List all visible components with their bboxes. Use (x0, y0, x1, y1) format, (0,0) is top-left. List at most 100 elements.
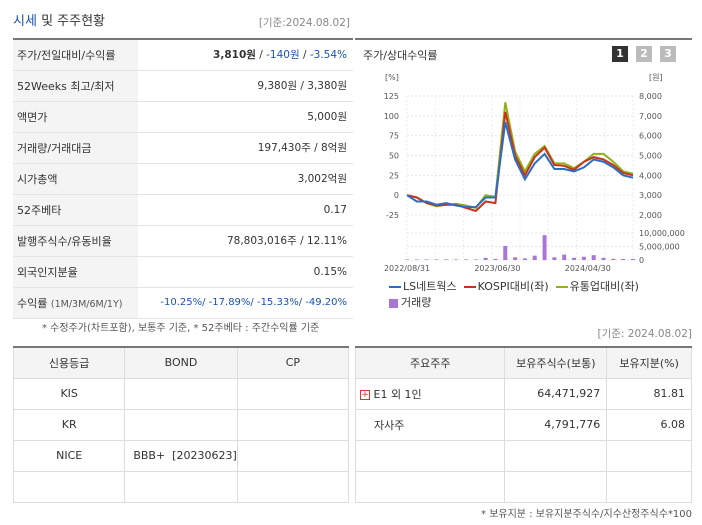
y-left-tick: 125 (384, 92, 399, 101)
row-value: 3,002억원 (138, 163, 353, 195)
chart-svg: [%] [원] 125 8,000 100 7,000 75 6,000 50 5,000 25… (384, 73, 685, 273)
bond-cell (124, 408, 238, 441)
volume-bar (591, 255, 596, 260)
chart-title: 주가/상대수익률 (363, 49, 438, 62)
x-tick: 2023/06/30 (474, 264, 520, 273)
table-row: 거래량/거래대금 197,430주 / 8억원 (13, 132, 353, 164)
agency-cell: KR (12, 408, 126, 441)
chart-panel: 주가/상대수익률 1 2 3 [%] [원] 125 8,000 100 7,000 7… (355, 38, 692, 310)
volume-bar (621, 258, 626, 260)
y-volume-tick: 10,000,000 (639, 229, 685, 238)
legend-swatch (389, 286, 401, 288)
agency-cell: KIS (12, 377, 126, 410)
legend-item-stock: LS네트웍스 (389, 280, 457, 293)
table-row: 액면가 5,000원 (13, 101, 353, 133)
volume-bar (631, 258, 635, 260)
sep: / (299, 49, 310, 62)
legend-item-volume: 거래량 (389, 294, 431, 310)
y-right-tick: 8,000 (639, 92, 662, 101)
legend-label: KOSPI대비(좌) (477, 280, 549, 293)
chart-tab-2[interactable]: 2 (636, 46, 652, 62)
row-label: 외국인지분율 (13, 256, 138, 288)
bond-cell (124, 470, 238, 503)
volume-bar (601, 257, 606, 260)
table-row: 시가총액 3,002억원 (13, 163, 353, 195)
table-header: 주요주주 보유주식수(보통) 보유지분(%) (354, 346, 692, 379)
pct-cell: 6.08 (606, 408, 692, 441)
legend-label: LS네트웍스 (403, 280, 457, 293)
col-header: BOND (124, 346, 238, 379)
bond-cell: BBB+ [20230623] (124, 439, 238, 472)
title-part2: 및 주주현황 (41, 14, 105, 29)
row-value: 0.15% (138, 256, 353, 288)
shares-cell (504, 470, 608, 503)
col-header: 보유주식수(보통) (504, 346, 608, 379)
price-change: -140원 (266, 49, 300, 62)
volume-bar (552, 257, 557, 260)
row-label: 52주베타 (13, 194, 138, 226)
row-value: 5,000원 (138, 101, 353, 133)
footnote-right: * 보유지분 : 보유지분주식수/지수산정주식수*100 (481, 509, 692, 520)
chart-tab-1[interactable]: 1 (612, 46, 628, 62)
volume-bar (513, 257, 518, 260)
volume-bar (414, 259, 419, 260)
table-row: KIS (12, 377, 350, 410)
legend-label: 유통업대비(좌) (569, 280, 639, 293)
volume-bar (483, 257, 488, 260)
volume-bar (532, 255, 537, 260)
legend-swatch (555, 286, 568, 288)
label-main: 수익률 (17, 296, 48, 310)
col-header: CP (236, 346, 350, 379)
pct-cell (606, 439, 692, 472)
y-left-tick: 100 (384, 112, 399, 121)
x-tick: 2024/04/30 (565, 264, 611, 273)
volume-bar (562, 254, 567, 260)
table-row: 자사주 4,791,776 6.08 (354, 408, 692, 441)
price-rate: -3.54% (309, 49, 347, 62)
holder-cell[interactable]: + E1 외 1인 (354, 377, 506, 410)
cp-cell (236, 439, 350, 472)
chart-tab-3[interactable]: 3 (660, 46, 676, 62)
y-right-tick: 5,000 (639, 152, 662, 161)
agency-cell: NICE (12, 439, 126, 472)
col-header: 신용등급 (12, 346, 126, 379)
volume-bar (522, 258, 527, 260)
base-date-right: [기준: 2024.08.02] (597, 328, 692, 340)
row-value: 0.17 (138, 194, 353, 226)
legend-label: 거래량 (401, 296, 432, 309)
volume-bar (434, 259, 439, 260)
series-line (406, 111, 634, 213)
volume-bar (463, 259, 468, 260)
title-part1: 시세 (13, 14, 37, 29)
volume-bar (493, 258, 498, 260)
table-row: 52Weeks 최고/최저 9,380원 / 3,380원 (13, 70, 353, 102)
table-row: 수익률 (1M/3M/6M/1Y) -10.25%/ -17.89%/ -15.… (13, 287, 353, 319)
col-header: 보유지분(%) (606, 346, 692, 379)
row-label: 발행주식수/유동비율 (13, 225, 138, 257)
row-label: 시가총액 (13, 163, 138, 195)
holder-name[interactable]: E1 외 1인 (373, 387, 422, 401)
legend-item-sector: 유통업대비(좌) (555, 280, 639, 293)
expand-icon[interactable]: + (360, 389, 370, 400)
volume-bar (611, 258, 616, 260)
y-left-tick: -25 (386, 211, 399, 220)
y-volume-tick: 0 (639, 256, 644, 265)
y-right-tick: 6,000 (639, 132, 662, 141)
volume-bar (581, 256, 586, 260)
agency-cell (12, 470, 126, 503)
volume-bar (424, 259, 429, 260)
shares-cell (504, 439, 608, 472)
footnote-left: * 수정주가(차트포함), 보통주 기준, * 52주베타 : 주간수익률 기준 (42, 323, 320, 334)
legend-item-kospi: KOSPI대비(좌) (463, 280, 549, 293)
table-row: KR (12, 408, 350, 441)
volume-bar (473, 259, 478, 260)
chart-legend: LS네트웍스 KOSPI대비(좌) 유통업대비(좌) (389, 278, 639, 294)
row-value: 197,430주 / 8억원 (138, 132, 353, 164)
y-left-tick: 75 (389, 132, 399, 141)
volume-bar (454, 259, 459, 260)
volume-bar (572, 257, 577, 260)
volume-bar (444, 259, 449, 260)
row-label: 주가/전일대비/수익률 (13, 39, 138, 71)
row-label: 액면가 (13, 101, 138, 133)
bond-cell (124, 377, 238, 410)
